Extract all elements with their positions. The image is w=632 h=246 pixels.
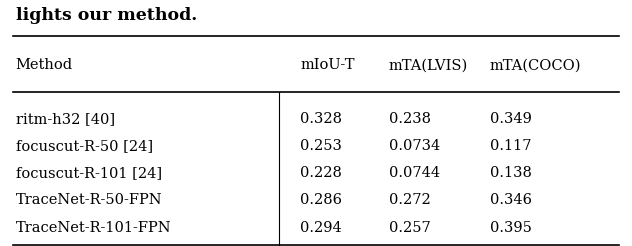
Text: 0.257: 0.257 bbox=[389, 221, 430, 234]
Text: focuscut-R-101 [24]: focuscut-R-101 [24] bbox=[16, 167, 162, 180]
Text: 0.117: 0.117 bbox=[490, 139, 532, 153]
Text: TraceNet-R-50-FPN: TraceNet-R-50-FPN bbox=[16, 194, 162, 207]
Text: mTA(LVIS): mTA(LVIS) bbox=[389, 58, 468, 72]
Text: TraceNet-R-101-FPN: TraceNet-R-101-FPN bbox=[16, 221, 171, 234]
Text: 0.0734: 0.0734 bbox=[389, 139, 440, 153]
Text: 0.349: 0.349 bbox=[490, 112, 532, 126]
Text: focuscut-R-50 [24]: focuscut-R-50 [24] bbox=[16, 139, 153, 153]
Text: 0.395: 0.395 bbox=[490, 221, 532, 234]
Text: 0.286: 0.286 bbox=[300, 194, 342, 207]
Text: 0.228: 0.228 bbox=[300, 167, 342, 180]
Text: 0.253: 0.253 bbox=[300, 139, 342, 153]
Text: 0.346: 0.346 bbox=[490, 194, 532, 207]
Text: 0.138: 0.138 bbox=[490, 167, 532, 180]
Text: mIoU-T: mIoU-T bbox=[300, 58, 355, 72]
Text: ritm-h32 [40]: ritm-h32 [40] bbox=[16, 112, 115, 126]
Text: 0.294: 0.294 bbox=[300, 221, 342, 234]
Text: 0.272: 0.272 bbox=[389, 194, 430, 207]
Text: lights our method.: lights our method. bbox=[16, 7, 197, 24]
Text: mTA(COCO): mTA(COCO) bbox=[490, 58, 581, 72]
Text: 0.238: 0.238 bbox=[389, 112, 430, 126]
Text: 0.0744: 0.0744 bbox=[389, 167, 440, 180]
Text: 0.328: 0.328 bbox=[300, 112, 342, 126]
Text: Method: Method bbox=[16, 58, 73, 72]
